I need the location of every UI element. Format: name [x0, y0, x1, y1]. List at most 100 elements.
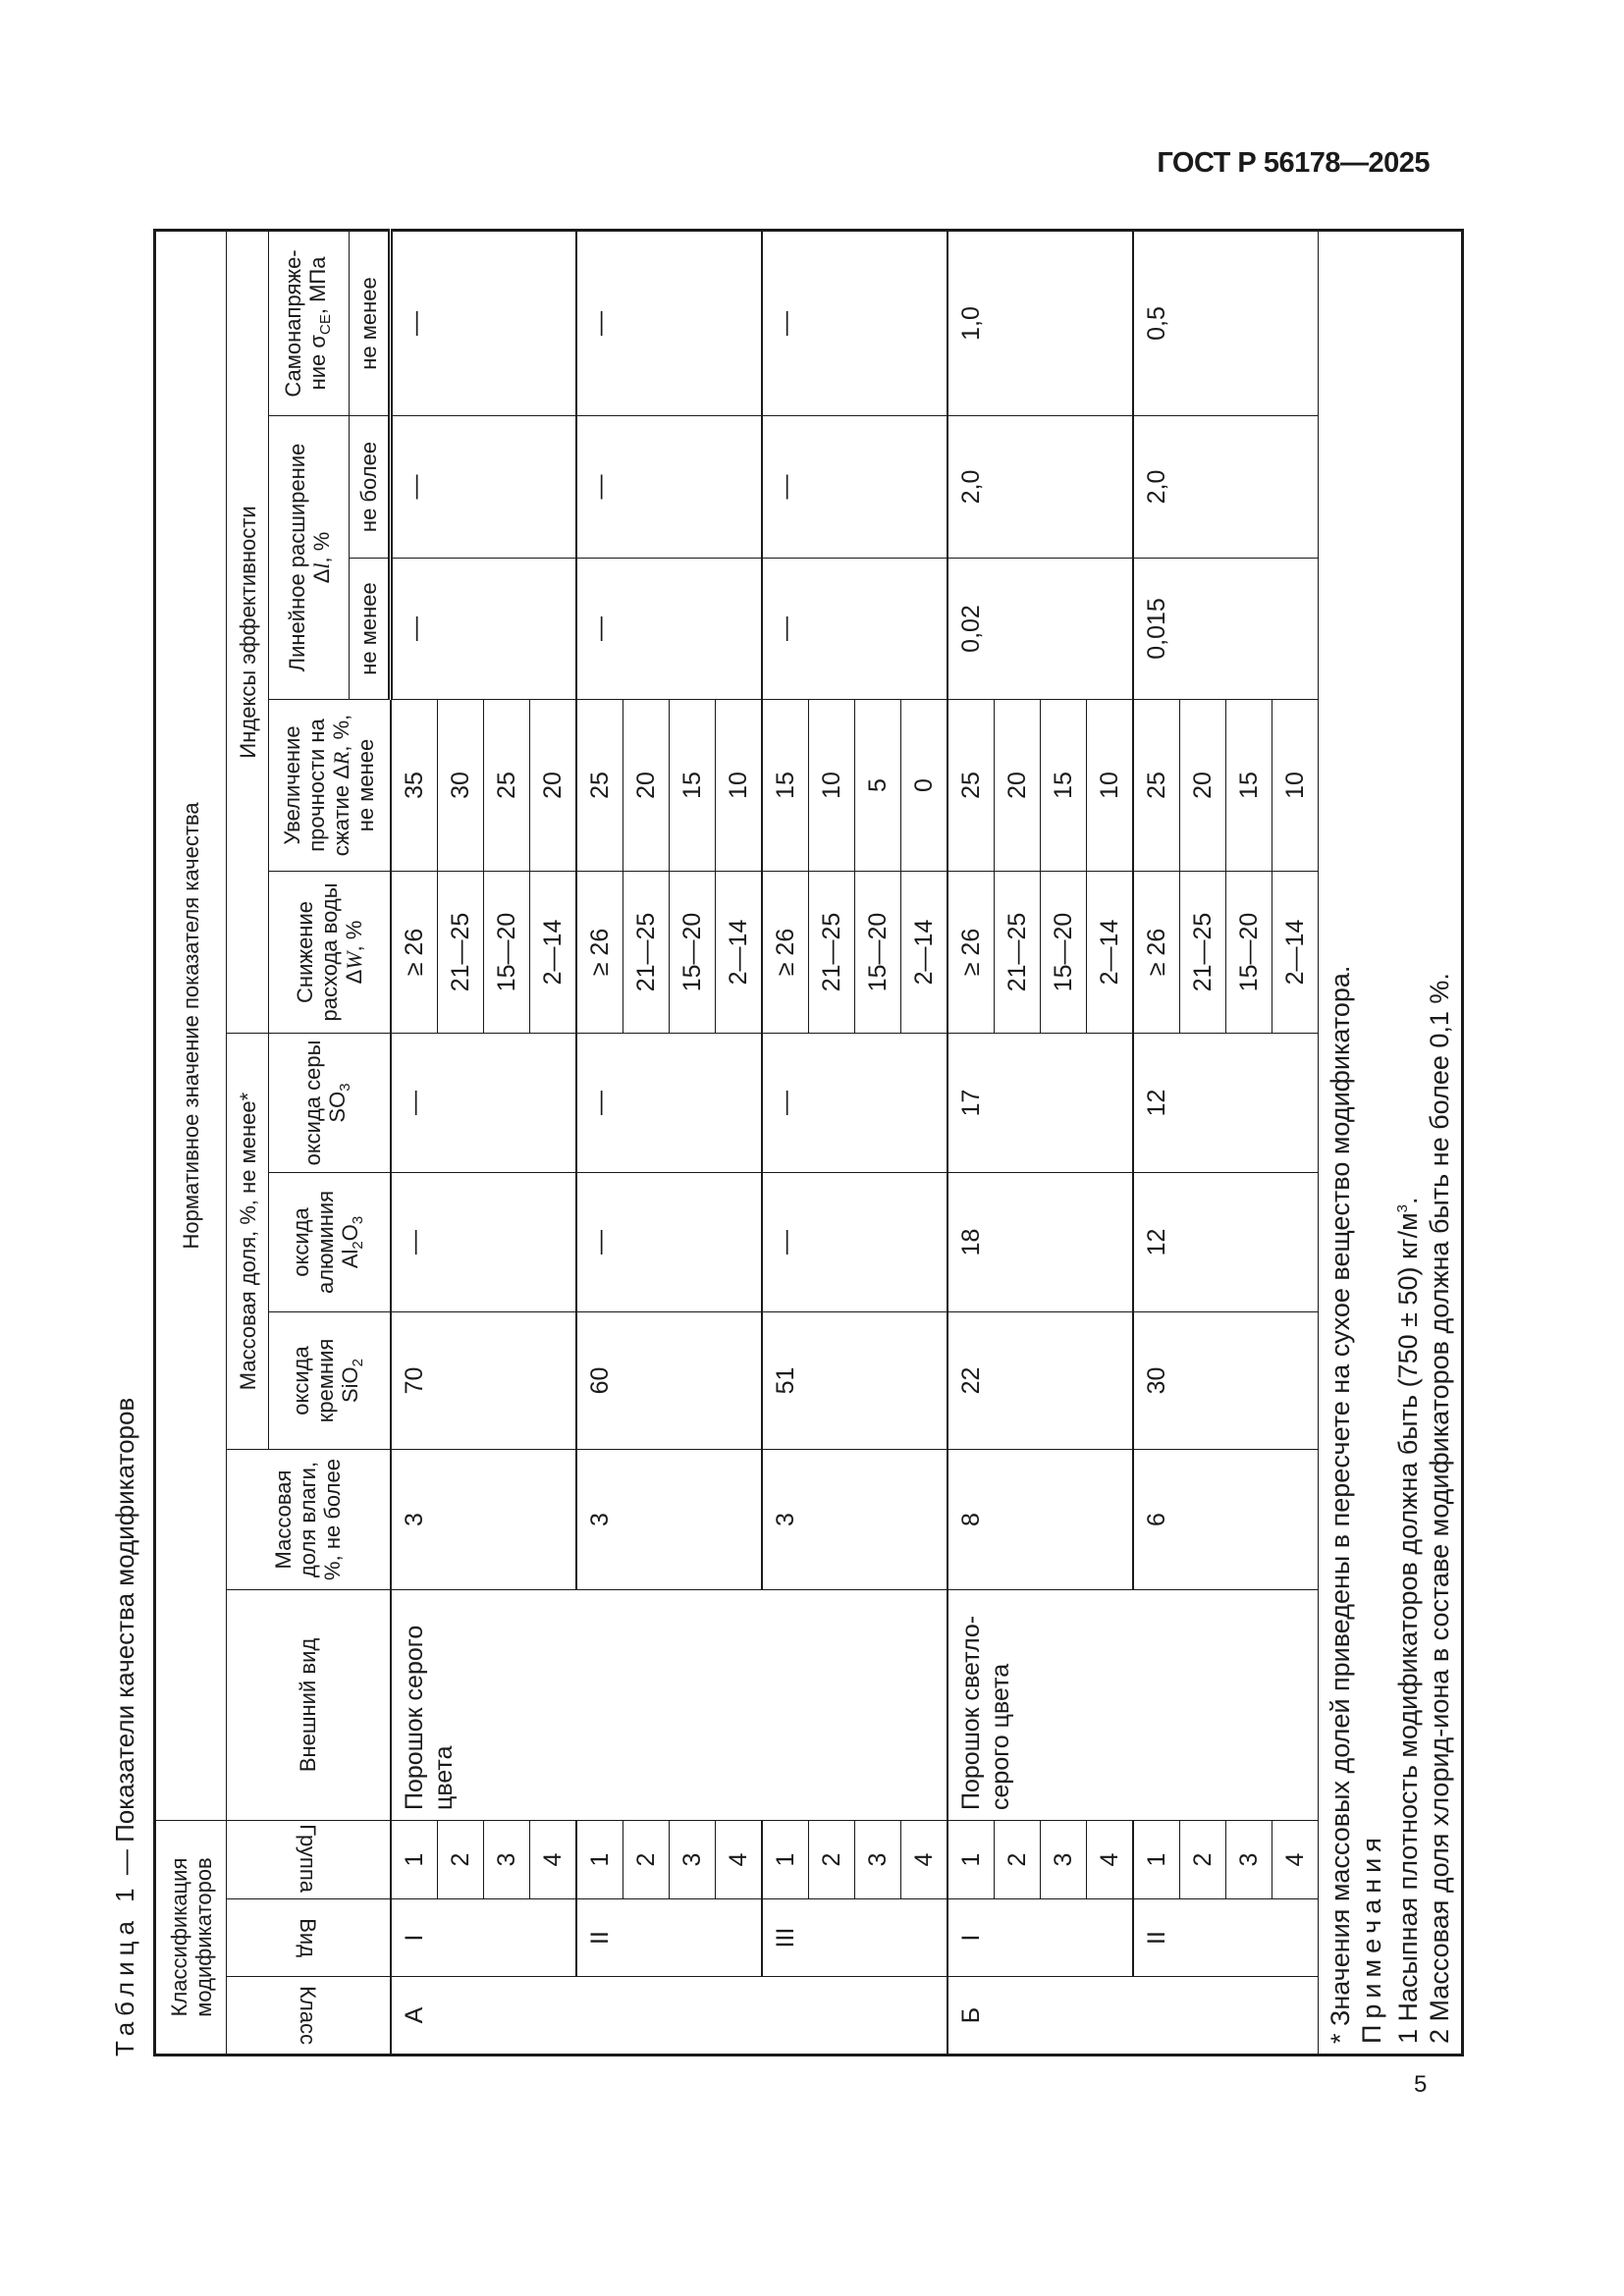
cell-water-reduction: 15—20: [854, 871, 900, 1034]
cell-water-reduction: 15—20: [669, 871, 715, 1034]
cell-kind: I: [390, 1898, 576, 1977]
cell-water-reduction: 2—14: [529, 871, 576, 1034]
cell-al2o3: —: [390, 1172, 576, 1312]
cell-water-reduction: 2—14: [715, 871, 762, 1034]
cell-strength: 25: [575, 699, 623, 872]
note-2: 2 Массовая доля хлорид-иона в составе мо…: [1424, 973, 1454, 2044]
cell-water-reduction: ≥ 26: [947, 871, 994, 1034]
header-appearance: Внешний вид: [226, 1589, 391, 1821]
cell-sio2: 70: [390, 1311, 576, 1450]
cell-group: 1: [1132, 1820, 1179, 1899]
table-body: А I 1 Порошок серого цвета 3 70— — ≥ 26 35— — —2 21…: [390, 230, 1318, 2056]
cell-water-reduction: ≥ 26: [761, 871, 808, 1034]
cell-so3: —: [575, 1033, 762, 1173]
table-row: Б I 1 Порошок светло-серого цвета 8 22 18 17 ≥ 2…: [947, 230, 1318, 2056]
cell-expansion-min: —: [390, 558, 576, 700]
cell-so3: 12: [1132, 1033, 1318, 1173]
header-group: Группа: [226, 1820, 391, 1899]
cell-sio2: 30: [1132, 1311, 1318, 1450]
caption-dash: —: [110, 1849, 139, 1876]
header-self-stress-min: не менее: [349, 230, 391, 416]
cell-expansion-max: 2,0: [947, 415, 1133, 559]
cell-water-reduction: 2—14: [1272, 871, 1318, 1034]
cell-moisture: 3: [390, 1449, 576, 1590]
cell-expansion-min: —: [575, 558, 762, 700]
cell-group: 3: [854, 1820, 900, 1899]
cell-water-reduction: ≥ 26: [575, 871, 623, 1034]
cell-water-reduction: ≥ 26: [390, 871, 437, 1034]
cell-water-reduction: 15—20: [483, 871, 529, 1034]
cell-kind: II: [575, 1898, 762, 1977]
cell-expansion-max: —: [761, 415, 947, 559]
cell-self-stress: —: [575, 230, 762, 416]
cell-water-reduction: 21—25: [437, 871, 483, 1034]
cell-strength: 30: [437, 699, 483, 872]
header-so3: оксида серы SO3: [268, 1033, 391, 1173]
header-efficiency: Индексы эффективности: [226, 230, 269, 1034]
header-expansion: Линейное расширение Δl, %: [268, 415, 350, 700]
cell-water-reduction: 15—20: [1225, 871, 1272, 1034]
cell-self-stress: —: [390, 230, 576, 416]
cell-strength: 35: [390, 699, 437, 872]
header-mass-fraction: Массовая доля, %, не менее*: [226, 1033, 269, 1450]
cell-group: 2: [808, 1820, 854, 1899]
cell-self-stress: 1,0: [947, 230, 1133, 416]
cell-strength: 0: [900, 699, 947, 872]
header-al2o3: оксида алюминия Al2O3: [268, 1172, 391, 1312]
cell-water-reduction: ≥ 26: [1132, 871, 1179, 1034]
cell-al2o3: —: [761, 1172, 947, 1312]
cell-kind: I: [947, 1898, 1133, 1977]
cell-sio2: 51: [761, 1311, 947, 1450]
caption-title: Показатели качества модификаторов: [110, 1397, 139, 1842]
cell-moisture: 3: [575, 1449, 762, 1590]
cell-strength: 10: [715, 699, 762, 872]
cell-self-stress: 0,5: [1132, 230, 1318, 416]
cell-group: 3: [1040, 1820, 1086, 1899]
cell-strength: 15: [761, 699, 808, 872]
document-number: ГОСТ Р 56178—2025: [1157, 147, 1430, 179]
cell-expansion-min: 0,02: [947, 558, 1133, 700]
cell-strength: 15: [669, 699, 715, 872]
header-water-reduction: Снижение расхода воды ΔW, %: [268, 871, 391, 1034]
rotated-table-frame: Таблица 1 — Показатели качества модифика…: [108, 228, 1464, 2056]
page-number: 5: [1414, 2071, 1428, 2098]
cell-self-stress: —: [761, 230, 947, 416]
header-normative: Нормативное значение показателя качества: [154, 230, 227, 1821]
note-1: 1 Насыпная плотность модификаторов должн…: [1392, 1197, 1423, 2044]
header-strength: Увеличение прочности на сжатие ΔR, %, не…: [268, 699, 391, 872]
cell-group: 2: [994, 1820, 1040, 1899]
cell-so3: 17: [947, 1033, 1133, 1173]
cell-group: 3: [1225, 1820, 1272, 1899]
cell-group: 4: [900, 1820, 947, 1899]
cell-strength: 20: [994, 699, 1040, 872]
cell-group: 4: [1272, 1820, 1318, 1899]
cell-water-reduction: 2—14: [900, 871, 947, 1034]
cell-expansion-max: 2,0: [1132, 415, 1318, 559]
cell-so3: —: [761, 1033, 947, 1173]
header-kind: Вид: [226, 1898, 391, 1977]
header-sio2: оксида кремния SiO2: [268, 1311, 391, 1450]
cell-group: 4: [1086, 1820, 1133, 1899]
cell-water-reduction: 21—25: [808, 871, 854, 1034]
cell-class: А: [390, 1976, 947, 2056]
cell-strength: 10: [1272, 699, 1318, 872]
cell-group: 1: [761, 1820, 808, 1899]
table-notes: * Значения массовых долей приведены в пе…: [1318, 230, 1462, 2056]
cell-group: 1: [390, 1820, 437, 1899]
cell-group: 4: [529, 1820, 576, 1899]
footnote: * Значения массовых долей приведены в пе…: [1325, 965, 1355, 2044]
cell-water-reduction: 21—25: [994, 871, 1040, 1034]
cell-moisture: 3: [761, 1449, 947, 1590]
cell-expansion-min: 0,015: [1132, 558, 1318, 700]
cell-group: 3: [483, 1820, 529, 1899]
cell-group: 3: [669, 1820, 715, 1899]
table-caption: Таблица 1 — Показатели качества модифика…: [110, 1398, 140, 2056]
cell-strength: 10: [1086, 699, 1133, 872]
header-expansion-max: не более: [349, 415, 391, 559]
cell-kind: II: [1132, 1898, 1318, 1977]
cell-strength: 10: [808, 699, 854, 872]
cell-so3: —: [390, 1033, 576, 1173]
cell-sio2: 22: [947, 1311, 1133, 1450]
cell-group: 1: [575, 1820, 623, 1899]
cell-expansion-min: —: [761, 558, 947, 700]
